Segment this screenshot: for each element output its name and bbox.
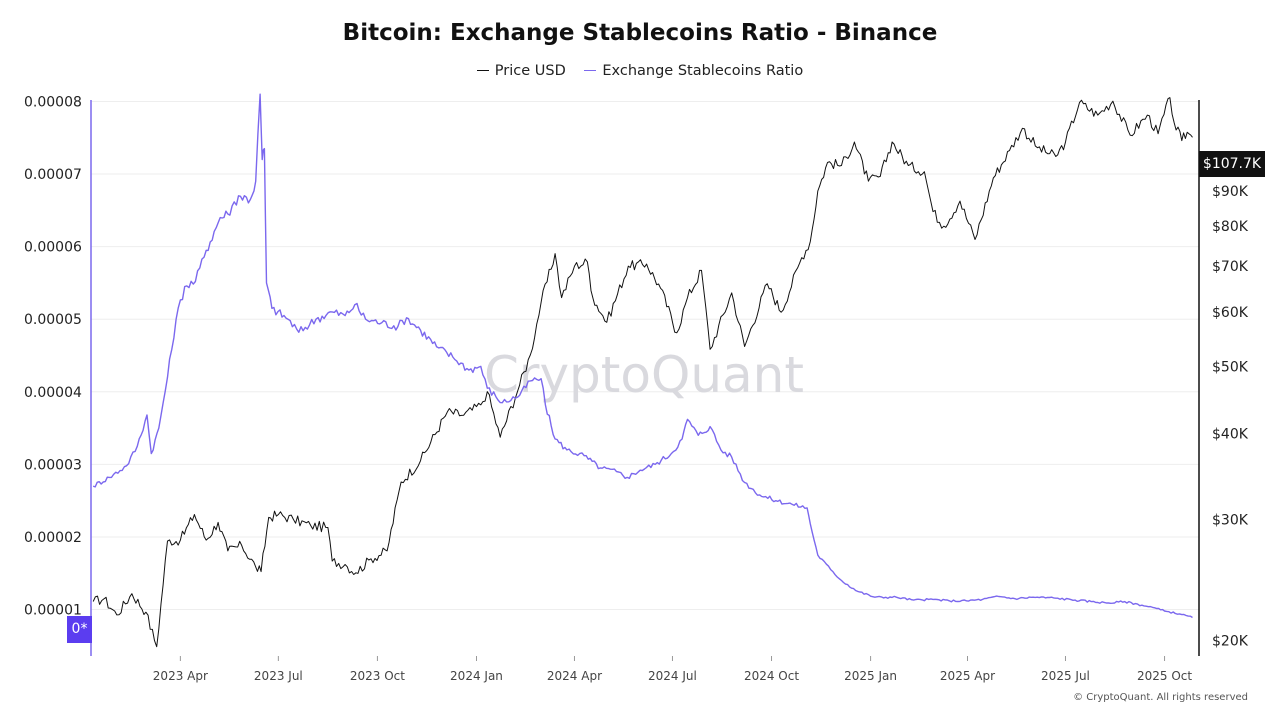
x-tick-label-3: 2024 Jan	[450, 669, 503, 683]
left-tick-label-0: 0.00001	[24, 603, 82, 619]
legend-item-price[interactable]: Price USD	[476, 63, 566, 79]
legend-swatch-price	[476, 69, 489, 71]
left-tick-label-7: 0.00008	[24, 94, 82, 110]
legend-item-ratio[interactable]: Exchange Stablecoins Ratio	[584, 63, 803, 79]
right-tick-label-0: $20K	[1212, 634, 1249, 650]
x-tick-label-9: 2025 Jul	[1041, 669, 1090, 683]
x-tick-label-0: 2023 Apr	[153, 669, 208, 683]
series-line-price[interactable]	[92, 97, 1193, 648]
legend-label-price: Price USD	[494, 63, 566, 79]
x-tick-label-4: 2024 Apr	[547, 669, 602, 683]
legend-label-ratio: Exchange Stablecoins Ratio	[602, 63, 804, 79]
left-axis-baseline-badge: 0*	[67, 616, 92, 643]
right-tick-label-1: $30K	[1212, 512, 1249, 528]
copyright-credit: © CryptoQuant. All rights reserved	[1073, 692, 1248, 703]
left-tick-label-6: 0.00007	[24, 167, 82, 183]
legend-swatch-ratio	[584, 69, 597, 71]
right-tick-label-7: $90K	[1212, 184, 1249, 200]
x-tick-label-2: 2023 Oct	[350, 669, 405, 683]
x-tick-label-7: 2025 Jan	[844, 669, 897, 683]
x-tick-label-1: 2023 Jul	[254, 669, 303, 683]
left-tick-label-5: 0.00006	[24, 240, 82, 256]
x-tick-label-5: 2024 Jul	[648, 669, 697, 683]
left-tick-label-3: 0.00004	[24, 385, 82, 401]
x-tick-label-10: 2025 Oct	[1137, 669, 1192, 683]
chart-title: Bitcoin: Exchange Stablecoins Ratio - Bi…	[342, 20, 938, 46]
x-tick-label-8: 2025 Apr	[940, 669, 995, 683]
right-tick-label-3: $50K	[1212, 360, 1249, 376]
right-tick-label-6: $80K	[1212, 219, 1249, 235]
series-layer	[92, 93, 1193, 648]
gridlines	[91, 100, 1199, 611]
left-tick-label-2: 0.00003	[24, 457, 82, 473]
axes: 0.00001 0.00002 0.00003 0.00004 0.00005 0.000…	[24, 94, 1258, 683]
x-tick-label-6: 2024 Oct	[744, 669, 799, 683]
left-tick-label-4: 0.00005	[24, 312, 82, 328]
watermark: CryptoQuant	[484, 346, 804, 404]
left-tick-label-1: 0.00002	[24, 530, 82, 546]
right-tick-label-2: $40K	[1212, 426, 1249, 442]
series-line-ratio[interactable]	[92, 93, 1193, 619]
last-price-badge: $107.7K	[1199, 151, 1265, 177]
legend: Price USD Exchange Stablecoins Ratio	[0, 63, 1280, 79]
right-tick-label-4: $60K	[1212, 305, 1249, 321]
right-tick-label-5: $70K	[1212, 259, 1249, 275]
